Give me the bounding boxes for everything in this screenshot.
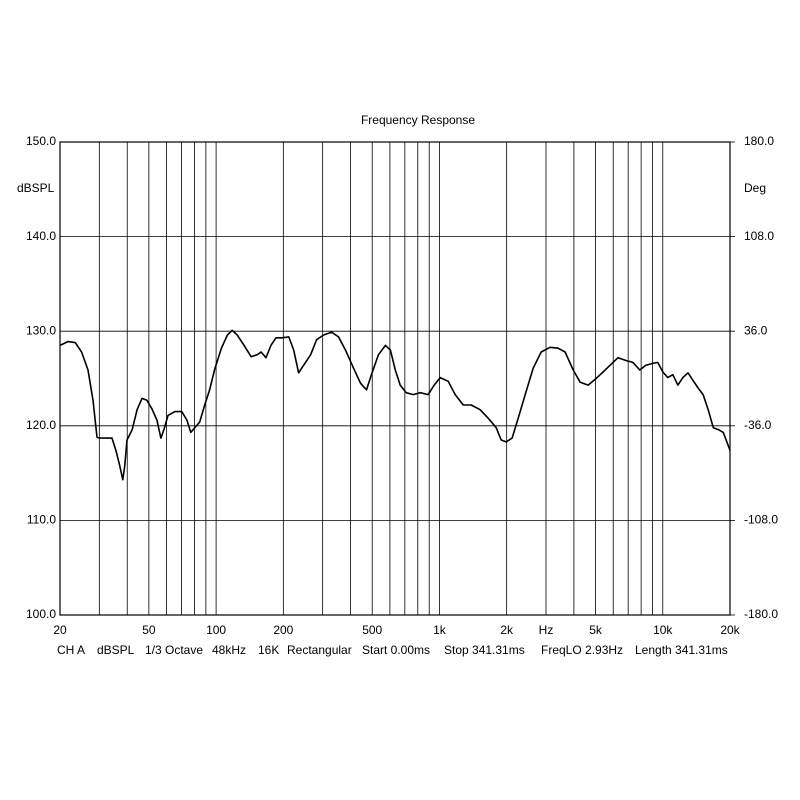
y2-tick-label: 108.0: [744, 229, 774, 243]
x-tick-label: 2k: [500, 623, 514, 637]
x-tick-label: 5k: [589, 623, 603, 637]
footer-item: 16K: [258, 643, 279, 657]
plot-border: [59, 141, 731, 616]
footer-item: dBSPL: [97, 643, 135, 657]
x-tick-label: 20k: [720, 623, 740, 637]
y-axis-label: dBSPL: [17, 181, 55, 195]
y-tick-label: 140.0: [26, 229, 56, 243]
y-tick-label: 120.0: [26, 418, 56, 432]
x-tick-label: 200: [273, 623, 293, 637]
x-tick-label: 100: [206, 623, 226, 637]
footer-item: Start 0.00ms: [362, 643, 430, 657]
x-tick-label: 10k: [653, 623, 673, 637]
footer-item: 1/3 Octave: [145, 643, 203, 657]
y2-tick-label: -108.0: [744, 513, 778, 527]
footer-item: Stop 341.31ms: [444, 643, 525, 657]
footer-item: FreqLO 2.93Hz: [541, 643, 623, 657]
y2-tick-label: -36.0: [744, 418, 772, 432]
y2-tick-label: 36.0: [744, 323, 768, 337]
x-tick-label: 20: [53, 623, 67, 637]
x-tick-label: 1k: [433, 623, 447, 637]
chart-title: Frequency Response: [361, 113, 475, 127]
y-tick-label: 110.0: [27, 513, 56, 527]
footer-item: Length 341.31ms: [635, 643, 728, 657]
y-tick-label: 150.0: [26, 134, 56, 148]
x-tick-label: 50: [142, 623, 156, 637]
response-line: [59, 329, 731, 481]
footer-item: Rectangular: [287, 643, 352, 657]
y-tick-label: 100.0: [26, 607, 56, 621]
y2-tick-label: 180.0: [744, 134, 774, 148]
channel-label: CH A: [57, 643, 85, 657]
y2-tick-label: -180.0: [744, 607, 778, 621]
y-tick-label: 130.0: [26, 323, 56, 337]
y2-axis-label: Deg: [744, 181, 766, 195]
footer-item: 48kHz: [212, 643, 246, 657]
x-tick-label: 500: [362, 623, 382, 637]
x-tick-label: Hz: [539, 623, 554, 637]
